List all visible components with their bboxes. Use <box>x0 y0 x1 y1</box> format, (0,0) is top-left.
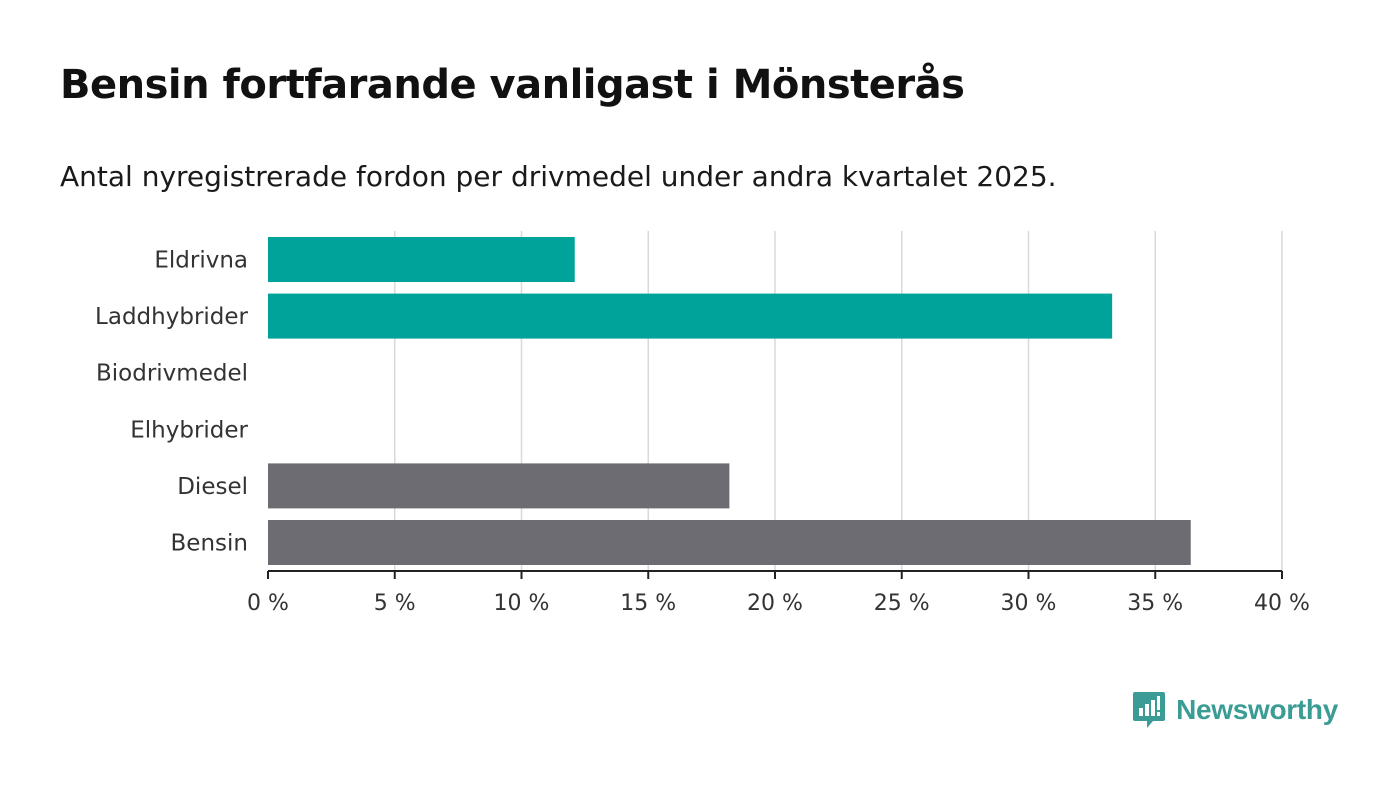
newsworthy-logo: Newsworthy <box>1132 690 1338 730</box>
grid-lines <box>394 231 1283 571</box>
bar-bensin <box>268 520 1191 565</box>
category-label: Diesel <box>177 474 248 500</box>
category-label: Laddhybrider <box>95 304 248 330</box>
category-label: Biodrivmedel <box>96 361 248 387</box>
category-label: Elhybrider <box>130 417 248 443</box>
x-tick-label: 5 % <box>374 591 416 616</box>
x-tick-label: 20 % <box>747 591 803 616</box>
chart-title: Bensin fortfarande vanligast i Mönsterås <box>60 62 965 108</box>
x-tick-label: 10 % <box>494 591 550 616</box>
x-tick-label: 35 % <box>1127 591 1183 616</box>
newsworthy-logo-icon <box>1133 692 1166 728</box>
x-tick-label: 15 % <box>620 591 676 616</box>
x-tick-label: 30 % <box>1001 591 1057 616</box>
chart-subtitle: Antal nyregistrerade fordon per drivmede… <box>60 160 1057 193</box>
bar-eldrivna <box>268 237 575 282</box>
x-tick-label: 40 % <box>1254 591 1310 616</box>
category-label: Bensin <box>171 531 248 557</box>
x-axis: 0 % 5 % 10 % 15 % 20 % 25 % 30 % 35 % 40 % <box>247 570 1310 616</box>
category-labels: Eldrivna Laddhybrider Biodrivmedel Elhybrid… <box>95 248 248 557</box>
category-label: Eldrivna <box>154 248 248 274</box>
newsworthy-logo-text: Newsworthy <box>1176 694 1338 725</box>
bars <box>268 237 1191 565</box>
bar-diesel <box>268 463 730 509</box>
bar-laddhybrider <box>268 293 1113 339</box>
x-tick-label: 25 % <box>874 591 930 616</box>
x-tick-label: 0 % <box>247 591 289 616</box>
